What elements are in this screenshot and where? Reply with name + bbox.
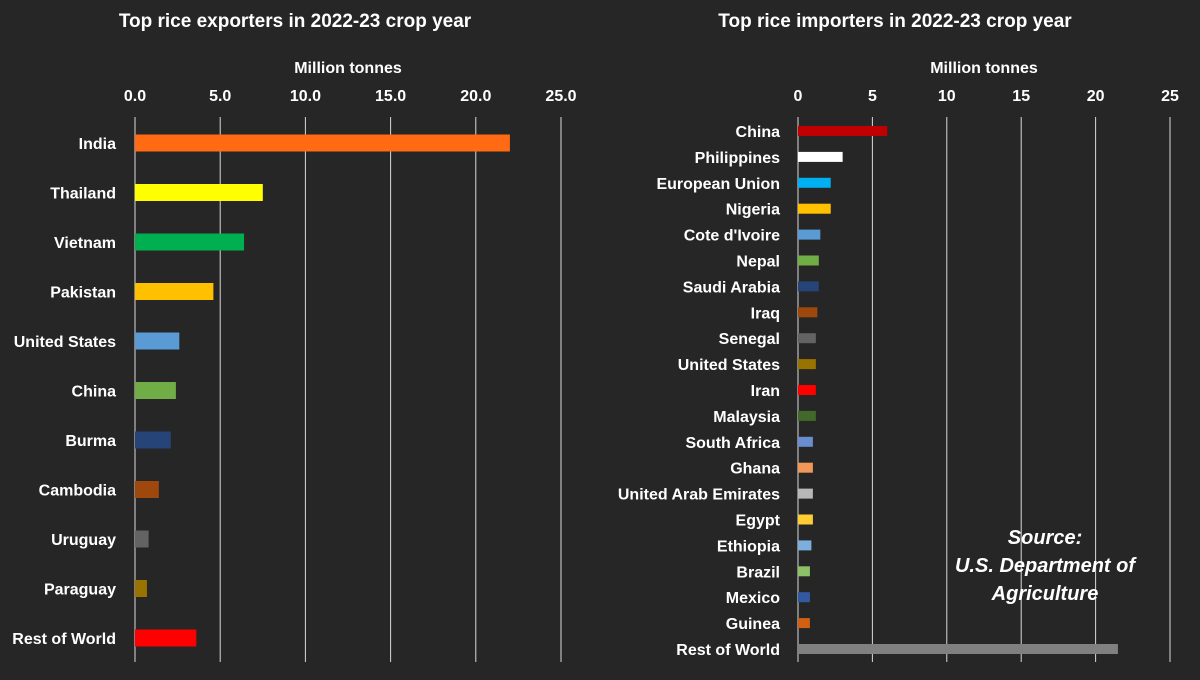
exporters-tick-label: 10.0 <box>290 88 321 105</box>
exporters-bar <box>135 233 245 251</box>
importers-bar <box>798 566 810 577</box>
exporters-category-label: India <box>79 136 116 153</box>
importers-chart: Top rice importers in 2022-23 crop year M… <box>618 11 1179 662</box>
importers-category-label: Saudi Arabia <box>683 279 780 296</box>
importers-tick-label: 5 <box>868 88 877 105</box>
source-line-1: Source: <box>1007 527 1083 549</box>
importers-category-label: European Union <box>656 176 780 193</box>
exporters-bar <box>135 481 159 498</box>
importers-bar <box>798 436 813 447</box>
importers-bar <box>798 126 888 136</box>
importers-bar <box>798 281 819 292</box>
importers-bar <box>798 307 818 318</box>
importers-category-label: China <box>736 124 781 141</box>
importers-category-label: Brazil <box>736 564 780 581</box>
source-line-3: Agriculture <box>991 583 1099 605</box>
importers-category-label: Nigeria <box>726 202 780 219</box>
exporters-chart: Top rice exporters in 2022-23 crop year M… <box>12 11 577 662</box>
exporters-bar <box>135 629 197 647</box>
importers-bar <box>798 229 821 240</box>
importers-bar <box>798 514 813 525</box>
importers-bar <box>798 203 831 214</box>
importers-tick-label: 15 <box>1012 88 1030 105</box>
importers-tick-label: 10 <box>938 88 956 105</box>
importers-bar <box>798 462 813 473</box>
exporters-category-label: Cambodia <box>39 483 116 500</box>
importers-bar <box>798 359 816 370</box>
importers-bar <box>798 333 816 344</box>
exporters-category-label: United States <box>14 334 116 351</box>
importers-tick-label: 0 <box>794 88 803 105</box>
importers-category-label: Guinea <box>726 616 780 633</box>
importers-category-label: Ghana <box>730 461 780 478</box>
exporters-category-label: Burma <box>65 433 116 450</box>
importers-category-label: Philippines <box>695 150 780 167</box>
importers-chart-title: Top rice importers in 2022-23 crop year <box>718 11 1072 32</box>
importers-category-label: South Africa <box>685 435 780 452</box>
exporters-bar <box>135 332 180 350</box>
importers-category-label: United States <box>678 357 780 374</box>
exporters-tick-label: 20.0 <box>460 88 491 105</box>
importers-bar <box>798 385 816 395</box>
exporters-bar <box>135 283 214 300</box>
importers-category-label: Iraq <box>751 305 780 322</box>
importers-category-label: Mexico <box>726 590 780 607</box>
importers-bar <box>798 488 813 499</box>
importers-category-label: Iran <box>751 383 780 400</box>
exporters-tick-label: 0.0 <box>124 88 146 105</box>
importers-category-label: United Arab Emirates <box>618 487 780 504</box>
exporters-category-label: Uruguay <box>51 532 116 549</box>
importers-category-label: Malaysia <box>713 409 780 426</box>
importers-bar <box>798 540 812 551</box>
exporters-bar <box>135 134 510 152</box>
exporters-chart-title: Top rice exporters in 2022-23 crop year <box>119 11 472 32</box>
importers-category-label: Senegal <box>719 331 780 348</box>
exporters-bar <box>135 184 263 201</box>
exporters-bar <box>135 530 149 548</box>
exporters-category-label: China <box>72 384 117 401</box>
exporters-axis-title: Million tonnes <box>294 60 402 77</box>
importers-bar <box>798 592 810 603</box>
importers-category-label: Rest of World <box>676 642 780 659</box>
importers-tick-label: 20 <box>1087 88 1105 105</box>
exporters-bar <box>135 580 147 597</box>
importers-bar <box>798 177 831 188</box>
exporters-category-label: Pakistan <box>50 285 116 302</box>
importers-bar <box>798 410 816 421</box>
importers-category-label: Nepal <box>736 254 780 271</box>
importers-axis-title: Million tonnes <box>930 60 1038 77</box>
importers-bar <box>798 151 843 162</box>
importers-category-label: Cote d'Ivoire <box>684 228 780 245</box>
importers-bar <box>798 644 1118 654</box>
exporters-bar <box>135 431 171 449</box>
exporters-bar <box>135 382 176 399</box>
source-line-2: U.S. Department of <box>954 555 1136 577</box>
importers-tick-label: 25 <box>1161 88 1179 105</box>
importers-bar <box>798 618 810 629</box>
importers-bar <box>798 255 819 266</box>
exporters-tick-label: 15.0 <box>375 88 406 105</box>
exporters-category-label: Thailand <box>50 186 116 203</box>
exporters-category-label: Rest of World <box>12 631 116 648</box>
importers-category-label: Egypt <box>736 513 781 530</box>
source-note: Source: U.S. Department of Agriculture <box>930 524 1160 608</box>
exporters-category-label: Paraguay <box>44 582 116 599</box>
importers-category-label: Ethiopia <box>717 538 780 555</box>
exporters-tick-label: 25.0 <box>545 88 576 105</box>
exporters-tick-label: 5.0 <box>209 88 231 105</box>
exporters-category-label: Vietnam <box>54 235 116 252</box>
